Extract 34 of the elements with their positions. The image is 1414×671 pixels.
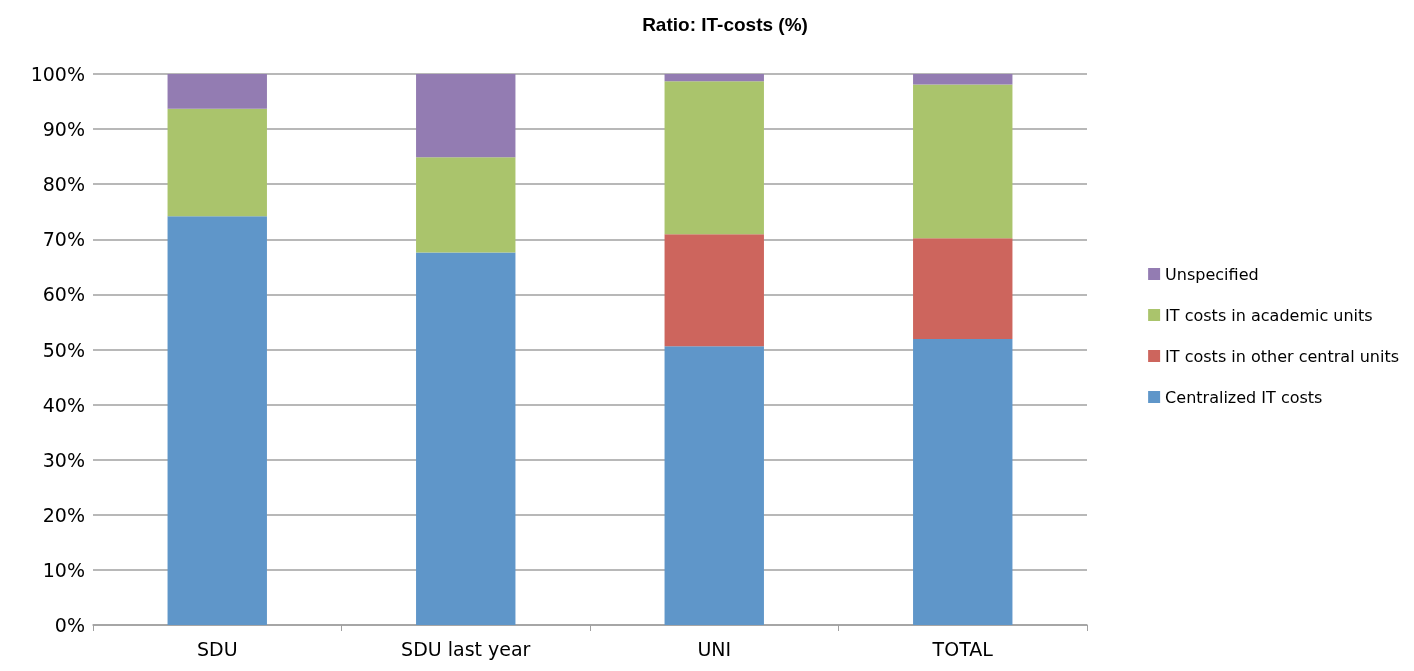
bar	[416, 74, 516, 158]
y-tick-label: 100%	[30, 63, 85, 85]
bar	[664, 346, 764, 625]
y-tick-label: 10%	[42, 558, 85, 581]
bar	[664, 234, 764, 347]
bar	[664, 81, 764, 235]
y-tick-label: 40%	[42, 393, 85, 416]
bar	[664, 74, 764, 82]
legend-label: Centralized IT costs	[1165, 387, 1323, 407]
legend-label: IT costs in other central units	[1165, 346, 1400, 366]
bar	[913, 238, 1013, 340]
y-tick-label: 90%	[42, 118, 85, 141]
bar	[167, 108, 267, 217]
chart-title: Ratio: IT-costs (%)	[642, 14, 808, 35]
legend-label: Unspecified	[1165, 264, 1259, 284]
x-tick-label: UNI	[697, 637, 732, 660]
legend-label: IT costs in academic units	[1165, 305, 1373, 325]
bar	[167, 74, 267, 109]
y-tick-label: 20%	[42, 503, 85, 526]
x-tick-label: SDU last year	[401, 637, 531, 660]
bar	[416, 157, 516, 253]
y-tick-label: 30%	[42, 448, 85, 471]
y-tick-label: 60%	[42, 283, 85, 306]
y-tick-label: 0%	[54, 614, 85, 636]
x-tick-label: TOTAL	[931, 637, 994, 660]
bar	[913, 339, 1013, 625]
x-tick-label: SDU	[196, 637, 238, 660]
y-tick-label: 50%	[42, 338, 85, 361]
bar	[167, 216, 267, 625]
bar	[416, 252, 516, 625]
y-tick-label: 80%	[42, 173, 85, 196]
bar	[913, 74, 1013, 85]
bar	[913, 84, 1013, 239]
y-tick-label: 70%	[42, 228, 85, 251]
